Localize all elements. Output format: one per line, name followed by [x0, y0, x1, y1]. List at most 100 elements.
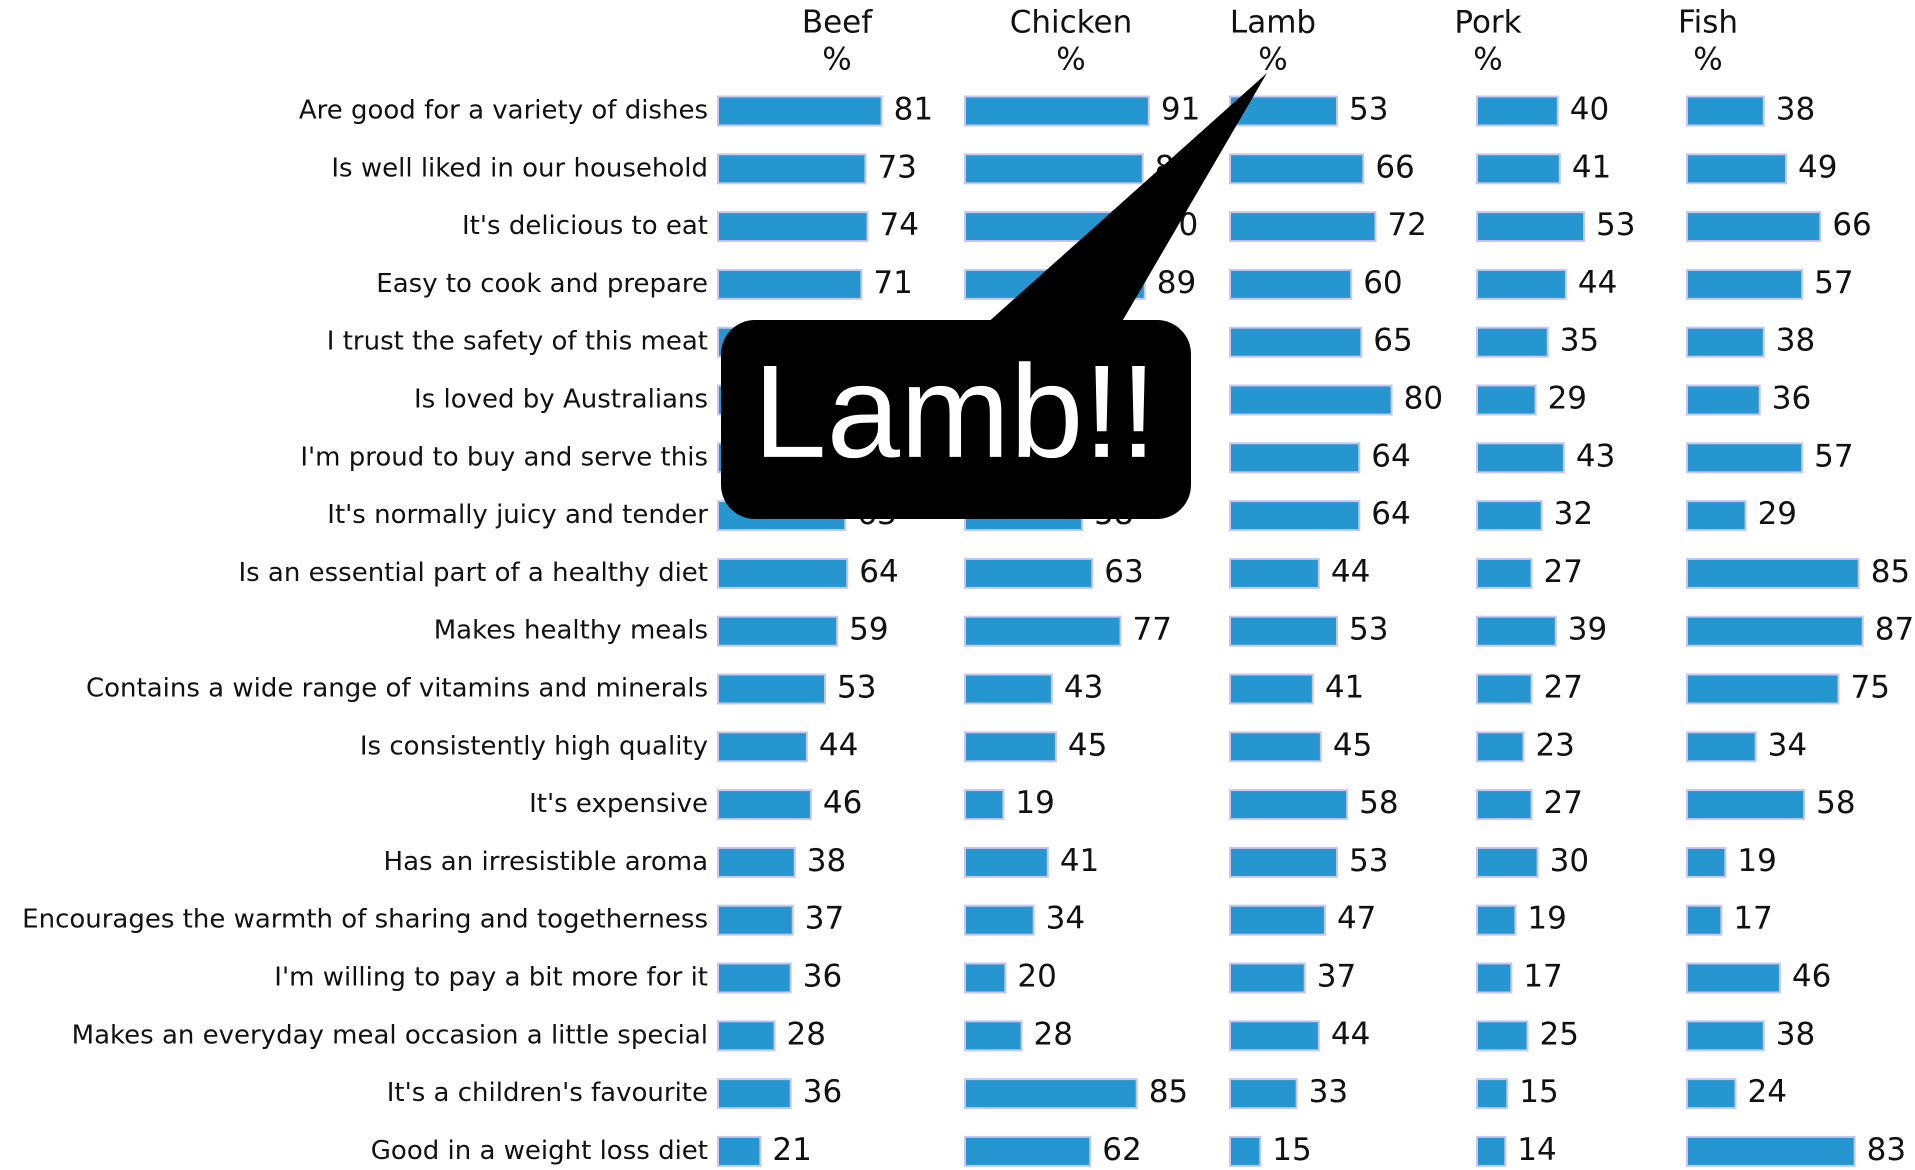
value-label: 59	[849, 612, 888, 648]
bar	[1477, 212, 1584, 241]
value-label: 32	[1554, 496, 1593, 532]
value-label: 15	[1272, 1132, 1311, 1168]
bar	[1687, 1079, 1735, 1108]
bar	[1230, 964, 1305, 993]
bar	[965, 848, 1048, 877]
value-label: 38	[807, 843, 846, 879]
bar	[1687, 848, 1725, 877]
bar	[718, 97, 882, 126]
value-label: 36	[803, 959, 842, 995]
bar	[1230, 790, 1347, 819]
bar	[1230, 1137, 1260, 1166]
value-label: 35	[1560, 323, 1599, 359]
bar	[1477, 1137, 1505, 1166]
bar	[965, 964, 1005, 993]
bar	[1477, 1021, 1528, 1050]
value-label: 53	[1349, 843, 1388, 879]
bar	[718, 1079, 791, 1108]
bar	[718, 1021, 775, 1050]
bar	[1477, 97, 1558, 126]
bar	[1687, 443, 1802, 472]
bar	[965, 1137, 1090, 1166]
value-label: 27	[1544, 670, 1583, 706]
callout-text: Lamb!!	[753, 338, 1157, 485]
bar	[1477, 675, 1532, 704]
series-name: Chicken	[1010, 5, 1133, 41]
bar	[718, 1137, 760, 1166]
bar	[1687, 964, 1780, 993]
value-label: 66	[1375, 149, 1414, 185]
bar	[1230, 732, 1321, 761]
value-label: 37	[805, 901, 844, 937]
category-label: Easy to cook and prepare	[376, 269, 708, 299]
value-label: 58	[1359, 785, 1398, 821]
bar	[1230, 1021, 1319, 1050]
series-unit: %	[1473, 42, 1502, 78]
bar	[1687, 1137, 1855, 1166]
value-label: 64	[859, 554, 898, 590]
value-label: 66	[1832, 207, 1871, 243]
bar	[718, 154, 865, 183]
bar	[965, 559, 1092, 588]
bar	[1230, 559, 1319, 588]
bar	[1230, 675, 1313, 704]
value-label: 34	[1768, 727, 1807, 763]
value-label: 28	[787, 1016, 826, 1052]
value-label: 30	[1550, 843, 1589, 879]
bar	[965, 675, 1052, 704]
bar	[1477, 964, 1511, 993]
bar	[1477, 848, 1538, 877]
bar	[965, 1021, 1022, 1050]
value-label: 17	[1733, 901, 1772, 937]
bar	[1687, 270, 1802, 299]
value-label: 41	[1060, 843, 1099, 879]
value-label: 14	[1517, 1132, 1556, 1168]
chart: Are good for a variety of dishesIs well …	[0, 0, 1915, 1170]
bar	[1230, 501, 1359, 530]
bar	[965, 1079, 1137, 1108]
bar	[1687, 328, 1764, 357]
category-label: Contains a wide range of vitamins and mi…	[86, 674, 708, 704]
bar	[965, 97, 1149, 126]
value-label: 44	[819, 727, 858, 763]
value-label: 83	[1867, 1132, 1906, 1168]
category-label: Has an irresistible aroma	[384, 847, 708, 877]
bar	[718, 675, 825, 704]
category-label: I trust the safety of this meat	[327, 327, 708, 357]
category-label: Are good for a variety of dishes	[299, 96, 708, 126]
value-label: 28	[1034, 1016, 1073, 1052]
series-name: Beef	[802, 5, 873, 41]
series-name: Lamb	[1230, 5, 1316, 41]
bar	[718, 790, 811, 819]
bar	[718, 906, 793, 935]
bar	[1230, 154, 1363, 183]
value-label: 53	[837, 670, 876, 706]
category-label: Good in a weight loss diet	[371, 1136, 708, 1166]
series-unit: %	[1693, 42, 1722, 78]
value-label: 85	[1149, 1074, 1188, 1110]
series-name: Pork	[1454, 5, 1521, 41]
value-label: 36	[803, 1074, 842, 1110]
value-label: 44	[1331, 1016, 1370, 1052]
bar	[1477, 386, 1536, 415]
value-label: 19	[1015, 785, 1054, 821]
bar	[1477, 1079, 1507, 1108]
bar	[1477, 559, 1532, 588]
value-label: 44	[1578, 265, 1617, 301]
series-unit: %	[1258, 42, 1287, 78]
bar	[1230, 212, 1375, 241]
category-label: It's normally juicy and tender	[327, 500, 708, 530]
bar	[965, 154, 1143, 183]
value-label: 64	[1371, 496, 1410, 532]
bar	[1687, 617, 1863, 646]
value-label: 46	[823, 785, 862, 821]
value-label: 43	[1064, 670, 1103, 706]
bar	[718, 617, 837, 646]
value-label: 27	[1544, 554, 1583, 590]
value-label: 38	[1776, 1016, 1815, 1052]
value-label: 57	[1814, 265, 1853, 301]
category-label: Is consistently high quality	[360, 731, 708, 761]
value-label: 45	[1333, 727, 1372, 763]
value-label: 23	[1535, 727, 1574, 763]
